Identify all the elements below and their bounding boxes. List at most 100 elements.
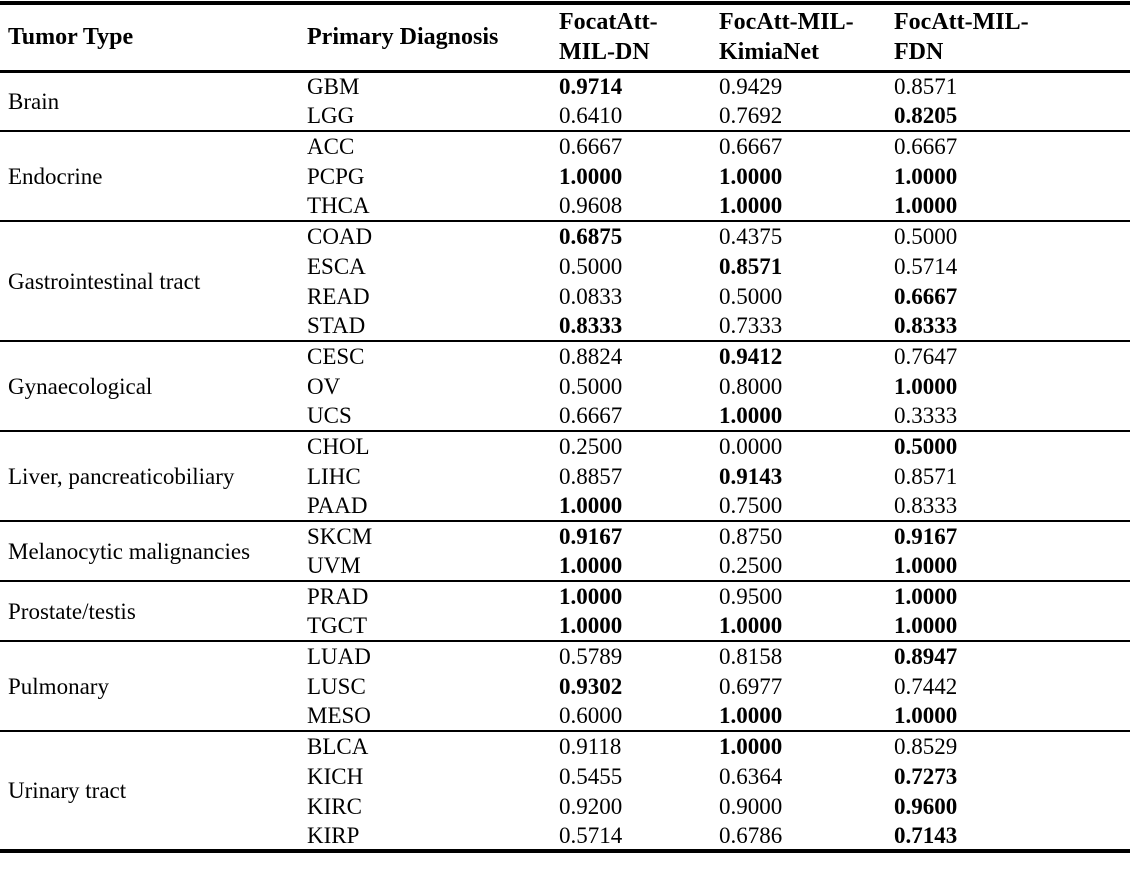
score-value-best: 0.7143	[894, 822, 958, 848]
table-row: OV 0.5000 0.8000 1.0000	[0, 371, 1130, 401]
primary-diagnosis-label: GBM	[307, 74, 360, 100]
table-row: READ 0.0833 0.5000 0.6667	[0, 281, 1130, 311]
table-row: Prostate/testis PRAD 1.0000 0.9500 1.0000	[0, 580, 1130, 641]
score-value-best: 0.7273	[894, 763, 958, 789]
score-value: 0.6410	[559, 103, 623, 128]
score-value-best: 1.0000	[894, 613, 958, 638]
primary-diagnosis-label: LIHC	[307, 463, 361, 489]
score-value: 0.5000	[559, 373, 623, 399]
score-value: 0.6667	[559, 130, 719, 161]
score-value-best: 0.8947	[894, 640, 1130, 671]
score-value-best: 1.0000	[559, 580, 719, 611]
score-value: 0.7333	[719, 313, 783, 338]
score-value: 0.7500	[719, 493, 783, 518]
column-header-tumor-type: Tumor Type	[0, 3, 307, 73]
primary-diagnosis-label: UCS	[307, 403, 352, 428]
results-table: Tumor Type Primary Diagnosis FocatAtt- M…	[0, 1, 1130, 853]
score-value: 0.6364	[719, 763, 783, 789]
primary-diagnosis-label: KICH	[307, 763, 364, 789]
tumor-type-label: Melanocytic malignancies	[0, 520, 307, 581]
score-value-best: 0.9714	[559, 74, 623, 100]
primary-diagnosis-label: PAAD	[307, 493, 368, 518]
table-row: KIRP 0.5714 0.6786 0.7143	[0, 821, 1130, 851]
score-value: 0.5789	[559, 640, 719, 671]
score-value: 0.9429	[719, 74, 783, 100]
primary-diagnosis-label: LUAD	[307, 640, 559, 671]
score-value: 0.6667	[559, 403, 623, 428]
table-body: Brain GBM 0.9714 0.9429 0.8571 LGG 0.6410 0.769…	[0, 71, 1130, 851]
table-row: THCA 0.9608 1.0000 1.0000	[0, 191, 1130, 221]
score-value-best: 1.0000	[559, 163, 623, 189]
score-value-best: 1.0000	[894, 580, 1130, 611]
table-row: Liver, pancreaticobiliary CHOL 0.2500 0.000…	[0, 430, 1130, 521]
score-value: 0.8000	[719, 373, 783, 399]
table-row: UVM 1.0000 0.2500 1.0000	[0, 551, 1130, 581]
primary-diagnosis-label: CHOL	[307, 430, 559, 461]
score-value: 0.8529	[894, 730, 1130, 761]
score-value-best: 1.0000	[559, 493, 623, 518]
score-value: 0.5000	[894, 220, 1130, 251]
table-row: TGCT 1.0000 1.0000 1.0000	[0, 611, 1130, 641]
tumor-type-label: Gynaecological	[0, 340, 307, 431]
tumor-type-label: Endocrine	[0, 130, 307, 221]
primary-diagnosis-label: KIRP	[307, 822, 360, 848]
tumor-type-label: Brain	[8, 88, 60, 114]
table-row: LIHC 0.8857 0.9143 0.8571	[0, 461, 1130, 491]
score-value: 0.5000	[559, 253, 623, 279]
primary-diagnosis-label: KIRC	[307, 793, 362, 819]
score-value-best: 0.6875	[559, 220, 719, 251]
score-value-best: 1.0000	[894, 193, 958, 218]
table-row: KICH 0.5455 0.6364 0.7273	[0, 761, 1130, 791]
table-row: Endocrine ACC 0.6667 0.6667 0.6667	[0, 130, 1130, 221]
score-value-best: 0.9167	[559, 520, 719, 551]
score-value-best: 1.0000	[894, 553, 958, 578]
score-value-best: 1.0000	[894, 163, 958, 189]
table-row: Gynaecological CESC 0.8824 0.9412 0.7647	[0, 340, 1130, 431]
score-value: 0.2500	[719, 553, 783, 578]
score-value-best: 0.6667	[894, 283, 958, 309]
score-value-best: 1.0000	[719, 193, 783, 218]
score-value: 0.5714	[559, 822, 623, 848]
score-value-best: 1.0000	[719, 703, 783, 728]
score-value-best: 1.0000	[719, 403, 783, 428]
score-value-best: 0.9143	[719, 463, 783, 489]
score-value: 0.9608	[559, 193, 623, 218]
score-value: 0.6786	[719, 822, 783, 848]
column-header-focatt-mil-kimianet: FocAtt-MIL- KimiaNet	[719, 3, 894, 73]
score-value: 0.7647	[894, 340, 1130, 371]
score-value: 0.6667	[894, 130, 1130, 161]
primary-diagnosis-label: ACC	[307, 130, 559, 161]
primary-diagnosis-label: PCPG	[307, 163, 365, 189]
score-value: 0.9000	[719, 793, 783, 819]
primary-diagnosis-label: COAD	[307, 220, 559, 251]
primary-diagnosis-label: LGG	[307, 103, 355, 128]
score-value-best: 0.9302	[559, 673, 623, 699]
table-row: LUSC 0.9302 0.6977 0.7442	[0, 671, 1130, 701]
primary-diagnosis-label: MESO	[307, 703, 371, 728]
score-value-best: 0.9412	[719, 340, 894, 371]
tumor-type-label: Urinary tract	[0, 730, 307, 851]
score-value: 0.9200	[559, 793, 623, 819]
score-value-best: 0.8333	[894, 313, 958, 338]
score-value: 0.6000	[559, 703, 623, 728]
primary-diagnosis-label: LUSC	[307, 673, 366, 699]
score-value-best: 0.8571	[719, 253, 783, 279]
column-header-focatt-mil-fdn: FocAtt-MIL- FDN	[894, 3, 1130, 73]
table-row: UCS 0.6667 1.0000 0.3333	[0, 401, 1130, 431]
score-value: 0.5714	[894, 253, 958, 279]
score-value: 0.0000	[719, 430, 894, 461]
primary-diagnosis-label: READ	[307, 283, 370, 309]
tumor-type-label: Pulmonary	[0, 640, 307, 731]
primary-diagnosis-label: TGCT	[307, 613, 368, 638]
score-value-best: 1.0000	[559, 553, 623, 578]
tumor-type-label: Liver, pancreaticobiliary	[0, 430, 307, 521]
score-value: 0.7692	[719, 103, 783, 128]
table-row: Brain GBM 0.9714 0.9429 0.8571	[0, 71, 1130, 113]
table-row: LGG 0.6410 0.7692 0.8205	[0, 101, 1130, 131]
score-value-best: 1.0000	[894, 373, 958, 399]
primary-diagnosis-label: UVM	[307, 553, 361, 578]
table-row: Melanocytic malignancies SKCM 0.9167 0.8750…	[0, 520, 1130, 581]
table-row: MESO 0.6000 1.0000 1.0000	[0, 701, 1130, 731]
score-value: 0.7442	[894, 673, 958, 699]
